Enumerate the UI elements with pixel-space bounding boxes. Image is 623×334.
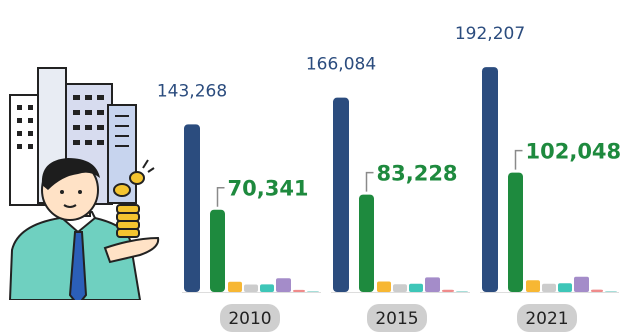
bar-2015-s3 bbox=[377, 281, 391, 292]
value-label-primary-2021: 192,207 bbox=[455, 24, 525, 44]
category-label-2010: 2010 bbox=[228, 309, 271, 329]
bar-2010-s8 bbox=[307, 291, 319, 292]
bar-2010-s1 bbox=[184, 124, 200, 293]
value-label-secondary-2015: 83,228 bbox=[377, 162, 458, 186]
bar-2021-s5 bbox=[558, 283, 572, 292]
bar-2015-s2 bbox=[359, 194, 374, 292]
category-label-2021: 2021 bbox=[525, 309, 568, 329]
value-label-primary-2015: 166,084 bbox=[306, 55, 376, 75]
leader-line-2021 bbox=[514, 149, 523, 170]
bar-2010-s6 bbox=[276, 278, 291, 292]
bar-2021-s7 bbox=[591, 289, 603, 292]
value-label-secondary-2010: 70,341 bbox=[228, 177, 309, 201]
leader-line-2015 bbox=[365, 171, 374, 192]
bar-2021-s1 bbox=[482, 67, 498, 292]
bar-2021-s3 bbox=[526, 280, 540, 292]
coin-stack-icon bbox=[113, 159, 155, 238]
bar-2015-s1 bbox=[333, 97, 349, 292]
bar-2015-s8 bbox=[456, 291, 468, 292]
category-pill-2010 bbox=[220, 304, 280, 332]
bar-2010-s4 bbox=[244, 284, 258, 292]
bar-2021-s6 bbox=[574, 276, 589, 292]
businessman-icon bbox=[8, 158, 160, 300]
bar-2010-s2 bbox=[210, 209, 225, 292]
bar-2015-s6 bbox=[425, 277, 440, 292]
bar-2021-s4 bbox=[542, 283, 556, 292]
category-label-2015: 2015 bbox=[375, 309, 418, 329]
value-label-secondary-2021: 102,048 bbox=[526, 140, 622, 164]
bar-2015-s5 bbox=[409, 283, 423, 292]
leader-line-2010 bbox=[216, 186, 225, 207]
category-pill-2021 bbox=[517, 304, 577, 332]
bar-2015-s4 bbox=[393, 284, 407, 292]
bar-2021-s2 bbox=[508, 172, 523, 292]
businessman-with-buildings-illustration bbox=[8, 67, 160, 300]
value-label-primary-2010: 143,268 bbox=[157, 81, 227, 101]
category-pill-2015 bbox=[367, 304, 427, 332]
bar-2010-s5 bbox=[260, 284, 274, 292]
bar-2010-s7 bbox=[293, 289, 305, 292]
bar-2015-s7 bbox=[442, 289, 454, 292]
bar-2010-s3 bbox=[228, 281, 242, 292]
bar-2021-s8 bbox=[605, 291, 617, 292]
